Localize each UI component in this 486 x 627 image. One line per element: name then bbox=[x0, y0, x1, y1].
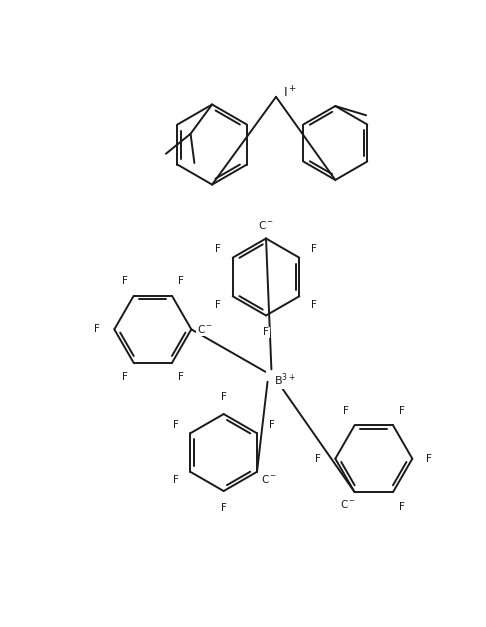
Text: F: F bbox=[173, 420, 178, 430]
Text: I$^+$: I$^+$ bbox=[283, 85, 297, 100]
Text: F: F bbox=[343, 406, 349, 416]
Text: C$^-$: C$^-$ bbox=[197, 324, 213, 335]
Text: B$^{3+}$: B$^{3+}$ bbox=[275, 371, 296, 387]
Text: F: F bbox=[215, 245, 221, 255]
Text: F: F bbox=[315, 454, 321, 464]
Text: F: F bbox=[122, 372, 128, 382]
Text: F: F bbox=[311, 245, 317, 255]
Text: F: F bbox=[221, 503, 226, 513]
Text: F: F bbox=[269, 420, 275, 430]
Text: F: F bbox=[177, 372, 184, 382]
Text: F: F bbox=[215, 300, 221, 310]
Text: F: F bbox=[122, 277, 128, 287]
Text: F: F bbox=[399, 502, 404, 512]
Text: F: F bbox=[399, 406, 404, 416]
Text: F: F bbox=[173, 475, 178, 485]
Text: C$^-$: C$^-$ bbox=[258, 219, 274, 231]
Text: F: F bbox=[221, 392, 226, 402]
Text: F: F bbox=[263, 327, 269, 337]
Text: F: F bbox=[94, 324, 100, 334]
Text: F: F bbox=[311, 300, 317, 310]
Text: F: F bbox=[426, 454, 432, 464]
Text: C$^-$: C$^-$ bbox=[340, 498, 356, 510]
Text: F: F bbox=[177, 277, 184, 287]
Text: C$^-$: C$^-$ bbox=[261, 473, 277, 485]
